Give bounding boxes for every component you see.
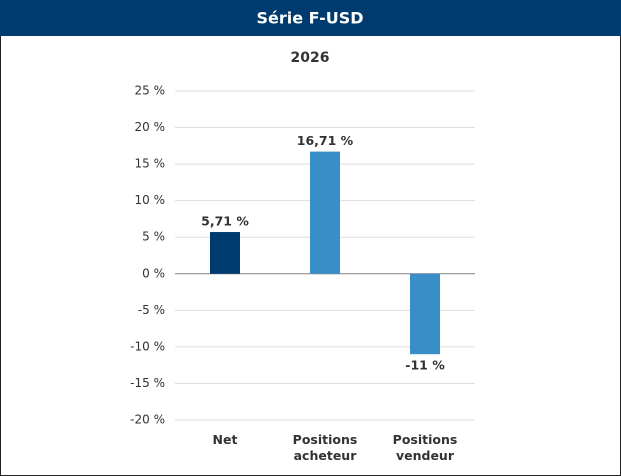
bar bbox=[210, 232, 240, 274]
y-tick-label: 10 % bbox=[135, 193, 166, 207]
y-tick-label: 0 % bbox=[142, 266, 165, 280]
y-tick-label: 20 % bbox=[135, 120, 166, 134]
header-bar bbox=[0, 0, 621, 36]
data-label: -11 % bbox=[405, 358, 445, 373]
chart-subtitle: 2026 bbox=[291, 50, 330, 66]
chart-title: Série F-USD bbox=[256, 9, 363, 28]
y-tick-label: 25 % bbox=[135, 84, 166, 98]
y-tick-label: -5 % bbox=[138, 303, 165, 317]
y-tick-label: -20 % bbox=[130, 413, 165, 427]
data-label: 5,71 % bbox=[201, 214, 249, 229]
x-tick-label: Net bbox=[212, 432, 238, 447]
x-tick-label: Positions acheteur bbox=[292, 432, 358, 463]
y-tick-label: 15 % bbox=[135, 157, 166, 171]
bar bbox=[310, 151, 340, 274]
y-tick-label: -15 % bbox=[130, 376, 165, 390]
y-tick-label: 5 % bbox=[142, 230, 165, 244]
bar bbox=[410, 273, 440, 355]
y-tick-label: -10 % bbox=[130, 339, 165, 353]
x-tick-label: Positions vendeur bbox=[392, 432, 458, 463]
data-label: 16,71 % bbox=[297, 133, 354, 148]
